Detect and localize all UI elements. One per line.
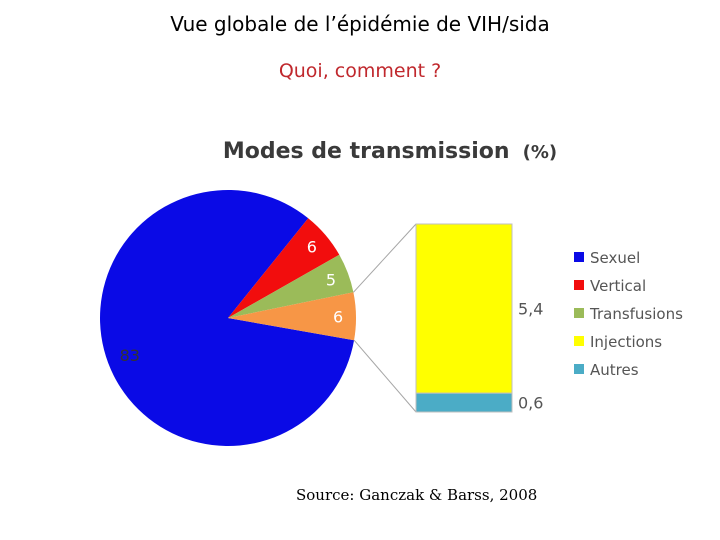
bar-label-injections: 5,4 [518, 300, 543, 319]
source-citation: Source: Ganczak & Barss, 2008 [296, 486, 538, 504]
legend-swatch-injections [574, 336, 584, 346]
pie-label-vertical: 6 [307, 238, 317, 257]
legend-label-autres: Autres [590, 361, 639, 379]
legend-swatch-vertical [574, 280, 584, 290]
slide-title: Vue globale de l’épidémie de VIH/sida [170, 12, 550, 36]
pie-slice-transfusions [228, 254, 354, 318]
legend-label-injections: Injections [590, 333, 662, 351]
chart-title-unit: (%) [523, 142, 558, 163]
slide-subtitle: Quoi, comment ? [278, 60, 442, 82]
pie-label-autres-voies: 6 [333, 308, 343, 327]
bar-segment-autres [415, 392, 513, 413]
stacked-bar: 5,4 0,6 [415, 223, 543, 413]
bar-segment-injections [415, 223, 513, 394]
legend-label-transfusions: Transfusions [589, 305, 683, 323]
chart-title-text: Modes de transmission [223, 139, 510, 164]
legend-label-vertical: Vertical [590, 277, 646, 295]
legend-swatch-transfusions [574, 308, 584, 318]
pie-slice-sexuel [100, 189, 355, 446]
pie-to-bar-connectors [353, 223, 417, 413]
connector-line-top [353, 223, 417, 293]
legend-label-sexuel: Sexuel [590, 249, 640, 267]
legend: Sexuel Vertical Transfusions Injections Autr… [574, 249, 683, 379]
connector-line-bottom [353, 339, 417, 413]
pie-slice-vertical [228, 218, 340, 318]
pie-label-transfusions: 5 [326, 270, 336, 289]
legend-swatch-sexuel [574, 252, 584, 262]
legend-swatch-autres [574, 364, 584, 374]
chart-title: Modes de transmission (%) [223, 139, 557, 164]
bar-label-autres: 0,6 [518, 394, 543, 413]
pie-slice-autres-voies [228, 292, 357, 341]
pie-label-sexuel: 83 [120, 346, 140, 365]
